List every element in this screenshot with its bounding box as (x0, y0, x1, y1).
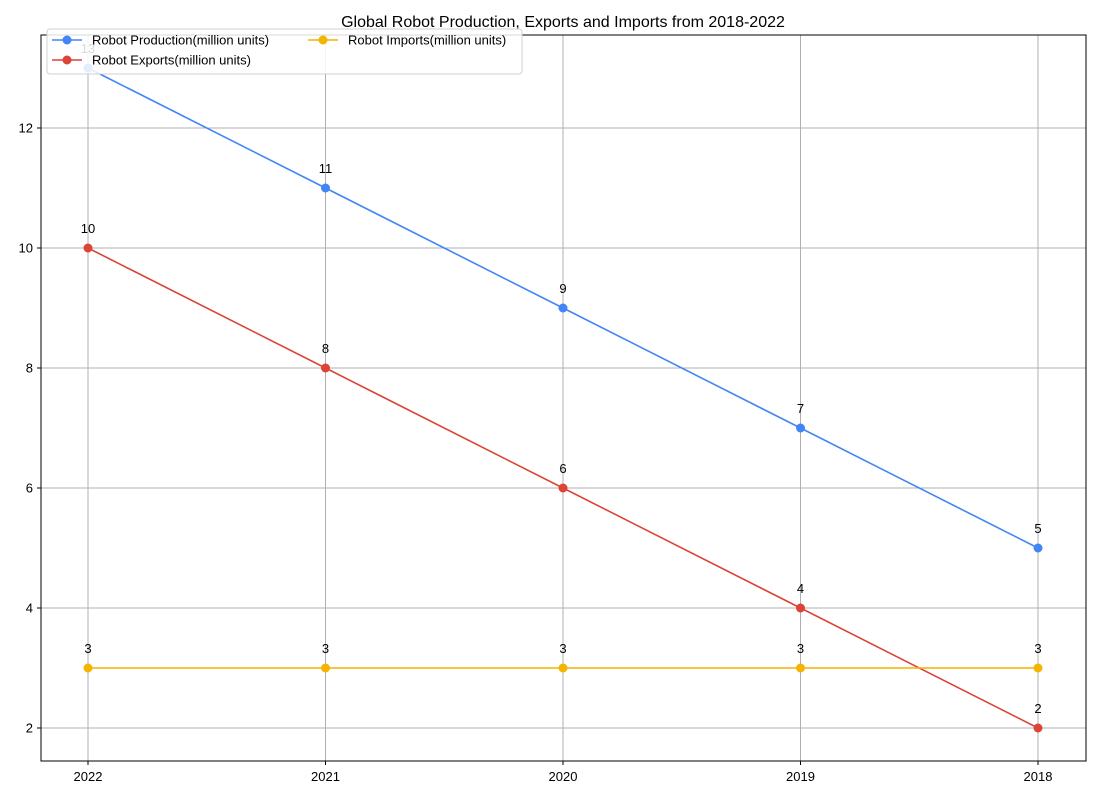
legend-label: Robot Imports(million units) (348, 33, 506, 48)
legend: Robot Production(million units) Robot Exp… (46, 28, 523, 75)
data-label: 4 (797, 581, 804, 596)
data-label: 5 (1034, 521, 1041, 536)
data-point (1033, 663, 1043, 673)
data-point (1033, 723, 1043, 733)
x-tick-label: 2019 (786, 769, 815, 784)
data-label: 6 (559, 461, 566, 476)
y-tick-label: 6 (26, 481, 33, 496)
data-label: 10 (81, 221, 95, 236)
data-label: 3 (559, 641, 566, 656)
legend-label: Robot Exports(million units) (92, 53, 251, 68)
legend-marker (318, 35, 328, 45)
data-point (83, 663, 93, 673)
data-label: 3 (84, 641, 91, 656)
y-tick-label: 10 (19, 241, 33, 256)
y-tick-label: 12 (19, 121, 33, 136)
data-label: 9 (559, 281, 566, 296)
y-tick-label: 4 (26, 601, 33, 616)
x-tick-label: 2022 (74, 769, 103, 784)
data-point (558, 303, 568, 313)
x-tick-label: 2020 (549, 769, 578, 784)
data-point (796, 663, 805, 673)
data-point (796, 603, 805, 613)
data-label: 8 (322, 341, 329, 356)
data-point (321, 183, 330, 193)
x-tick-label: 2018 (1024, 769, 1053, 784)
data-point (321, 363, 330, 373)
y-tick-label: 8 (26, 361, 33, 376)
data-point (1033, 543, 1043, 553)
data-label: 3 (797, 641, 804, 656)
legend-marker (62, 55, 72, 65)
data-point (83, 243, 93, 253)
data-point (796, 423, 805, 433)
data-label: 7 (797, 401, 804, 416)
axis-ticks: 2022 2021 2020 2019 2018 2 4 6 8 10 12 (19, 121, 1053, 785)
data-labels: 131197510864233333 (81, 41, 1042, 716)
x-tick-label: 2021 (311, 769, 340, 784)
legend-label: Robot Production(million units) (92, 33, 269, 48)
data-label: 2 (1034, 701, 1041, 716)
data-label: 11 (319, 161, 333, 176)
grid-lines (41, 35, 1086, 761)
data-label: 3 (322, 641, 329, 656)
data-point (558, 483, 568, 493)
data-point (558, 663, 568, 673)
legend-box (46, 28, 523, 75)
data-point (321, 663, 330, 673)
data-label: 3 (1034, 641, 1041, 656)
legend-marker (62, 35, 72, 45)
chart-title: Global Robot Production, Exports and Imp… (341, 14, 785, 31)
y-tick-label: 2 (26, 721, 33, 736)
